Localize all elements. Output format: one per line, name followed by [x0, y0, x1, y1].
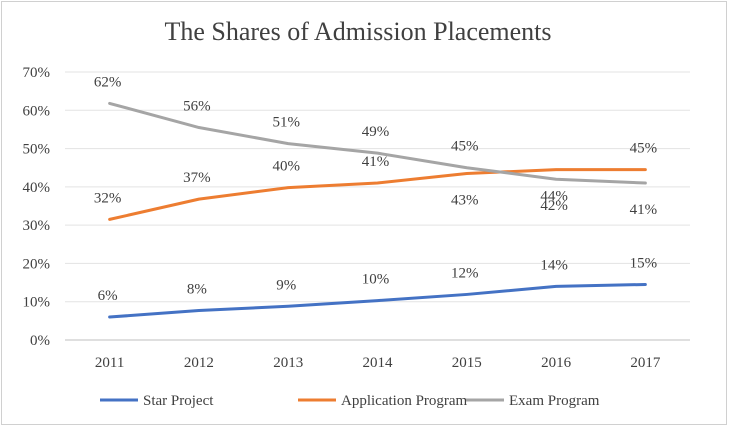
- y-tick-label: 60%: [23, 103, 51, 119]
- series-line: [108, 101, 647, 185]
- data-label: 56%: [183, 99, 211, 115]
- y-tick-label: 70%: [23, 65, 51, 81]
- data-label: 12%: [451, 265, 479, 281]
- series-line: [108, 168, 647, 221]
- data-label: 62%: [94, 74, 122, 90]
- y-tick-label: 50%: [23, 142, 51, 158]
- data-label: 10%: [362, 272, 390, 288]
- data-label: 41%: [630, 202, 658, 218]
- data-label: 45%: [630, 141, 658, 157]
- y-axis-ticks: 0% 10% 20% 30% 40% 50% 60% 70%: [23, 65, 51, 349]
- data-label: 45%: [451, 139, 479, 155]
- legend-label: Star Project: [143, 393, 214, 409]
- x-tick-label: 2016: [541, 355, 572, 371]
- y-tick-label: 40%: [23, 180, 51, 196]
- data-label: 14%: [540, 257, 568, 273]
- x-tick-label: 2011: [95, 355, 124, 371]
- x-tick-label: 2015: [452, 355, 482, 371]
- y-tick-label: 10%: [23, 295, 51, 311]
- x-tick-label: 2017: [630, 355, 661, 371]
- x-tick-label: 2012: [184, 355, 214, 371]
- data-label: 44%: [540, 189, 568, 205]
- series-lines: [108, 101, 647, 319]
- legend-label: Application Program: [341, 393, 468, 409]
- data-label: 15%: [630, 255, 658, 271]
- data-label: 41%: [362, 154, 390, 170]
- grid-lines: [65, 71, 690, 341]
- legend: Star Project Application Program Exam Prog…: [100, 393, 600, 409]
- x-tick-label: 2013: [273, 355, 303, 371]
- data-label: 40%: [272, 159, 300, 175]
- data-label: 37%: [183, 170, 211, 186]
- y-tick-label: 0%: [30, 333, 50, 349]
- x-tick-label: 2014: [363, 355, 394, 371]
- series-line: [108, 282, 647, 319]
- data-label: 42%: [540, 198, 568, 214]
- legend-label: Exam Program: [509, 393, 600, 409]
- data-labels: 6% 8% 9% 10% 12% 14% 15% 32% 37% 40% 41% 43% 44% 45% 6…: [94, 74, 657, 304]
- data-label: 9%: [276, 277, 296, 293]
- x-axis-ticks: 2011 2012 2013 2014 2015 2016 2017: [95, 355, 661, 371]
- data-label: 51%: [272, 115, 300, 131]
- data-label: 6%: [98, 288, 118, 304]
- data-label: 43%: [451, 192, 479, 208]
- data-label: 49%: [362, 124, 390, 140]
- data-label: 32%: [94, 190, 122, 206]
- y-tick-label: 20%: [23, 256, 51, 272]
- y-tick-label: 30%: [23, 218, 51, 234]
- data-label: 8%: [187, 282, 207, 298]
- chart-title: The Shares of Admission Placements: [164, 17, 551, 46]
